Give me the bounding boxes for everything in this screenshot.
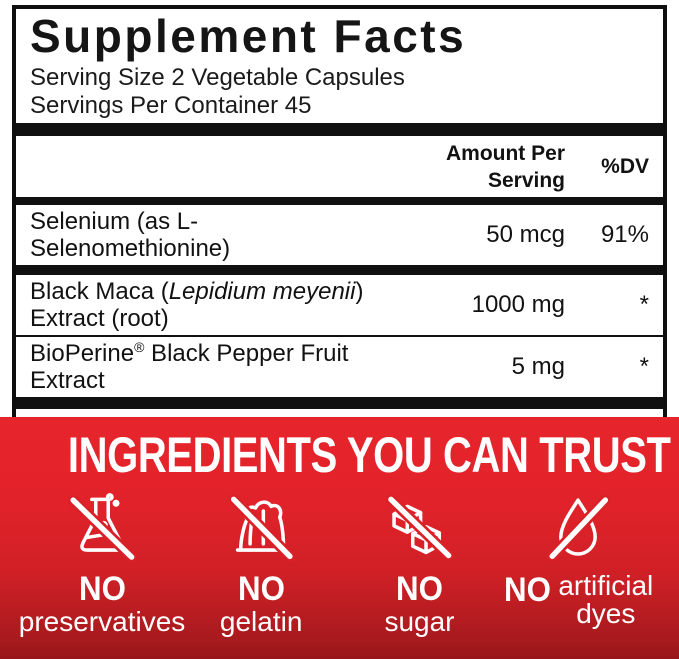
claim-no-gelatin: NO gelatin — [182, 490, 340, 637]
claim-no-label: NO — [504, 571, 552, 609]
table-row-bioperine: BioPerine® Black Pepper Fruit Extract 5 … — [16, 337, 663, 397]
table-row-selenium: Selenium (as L-Selenomethionine) 50 mcg … — [16, 205, 663, 265]
no-artificial-dyes-icon — [535, 490, 621, 568]
claim-label-line2: dyes — [576, 598, 636, 629]
no-preservatives-icon — [59, 490, 145, 568]
claim-label-line1: artificial — [558, 570, 654, 601]
no-sugar-icon — [376, 490, 462, 568]
dv-header: %DV — [601, 155, 649, 179]
claim-no-sugar: NO sugar — [340, 490, 498, 637]
claim-text: NO artificial dyes — [502, 572, 653, 628]
panel-title: Supplement Facts — [30, 10, 467, 62]
ingredient-name: Black Maca (Lepidium meyenii) Extract (r… — [30, 277, 364, 332]
claim-no-artificial-dyes: NO artificial dyes — [499, 490, 657, 637]
divider-thin — [16, 334, 663, 337]
claim-label: artificial dyes — [558, 572, 653, 628]
amount-per-serving-header: Amount Per Serving — [445, 141, 565, 192]
claim-no-label: NO — [237, 570, 285, 608]
trust-banner: INGREDIENTS YOU CAN TRUST NO — [0, 417, 679, 659]
claim-label: sugar — [384, 606, 455, 637]
claim-no-label: NO — [396, 570, 443, 608]
divider-thick — [16, 396, 663, 409]
latin-name: Lepidium meyenii — [168, 277, 356, 305]
ingredient-name: BioPerine® Black Pepper Fruit Extract — [30, 338, 349, 394]
table-header-row: Amount Per Serving %DV — [16, 136, 663, 197]
serving-size: Serving Size 2 Vegetable Capsules — [30, 63, 405, 91]
divider-medium — [16, 264, 663, 275]
no-gelatin-icon — [218, 490, 304, 568]
claim-label: preservatives — [18, 606, 186, 637]
servings-per-container: Servings Per Container 45 — [30, 91, 312, 119]
divider-thick — [16, 122, 663, 136]
banner-title: INGREDIENTS YOU CAN TRUST — [67, 427, 671, 483]
ingredient-amount: 1000 mg — [471, 291, 565, 319]
ingredient-amount: 5 mg — [511, 353, 565, 381]
table-row-black-maca: Black Maca (Lepidium meyenii) Extract (r… — [16, 275, 663, 335]
ingredient-name: Selenium (as L-Selenomethionine) — [30, 207, 231, 262]
claim-no-label: NO — [78, 570, 126, 608]
ingredient-dv: * — [639, 291, 649, 319]
claim-no-preservatives: NO preservatives — [19, 490, 185, 637]
divider-medium — [16, 196, 663, 205]
ingredient-dv: 91% — [600, 221, 649, 249]
claims-row: NO preservatives NO gelatin — [0, 490, 679, 637]
ingredient-amount: 50 mcg — [486, 221, 565, 249]
registered-mark: ® — [134, 338, 145, 355]
supplement-facts-panel: Supplement Facts Serving Size 2 Vegetabl… — [12, 5, 667, 452]
ingredient-dv: * — [639, 353, 649, 381]
claim-label: gelatin — [219, 606, 303, 637]
